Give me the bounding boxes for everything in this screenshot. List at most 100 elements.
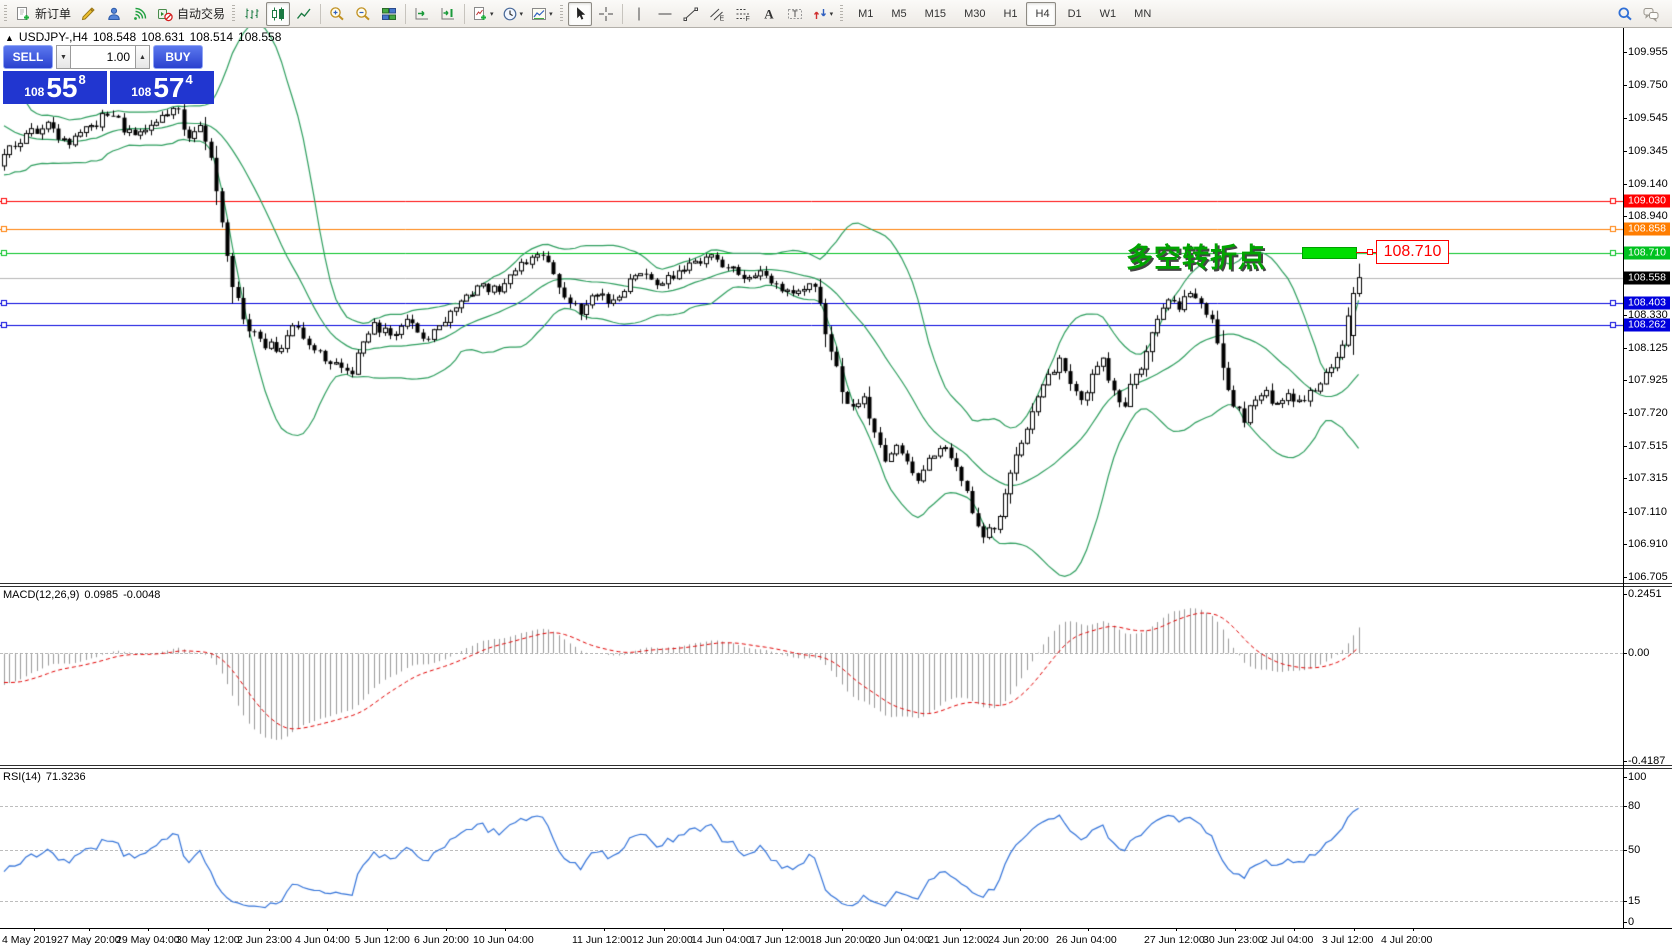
level-108403-badge: 108.403 xyxy=(1624,296,1670,310)
annotation-rectangle[interactable] xyxy=(1302,247,1357,259)
dropdown-arrow-icon[interactable]: ▾ xyxy=(549,10,553,18)
shift-icon xyxy=(440,6,456,22)
dropdown-arrow-icon[interactable]: ▾ xyxy=(519,10,524,18)
macd-label: MACD(12,26,9) xyxy=(3,589,80,601)
line-chart-button[interactable] xyxy=(292,2,316,26)
time-axis-tickmark xyxy=(208,928,209,931)
rsi-axis-label: 50 xyxy=(1628,844,1641,856)
price-axis-label: 108.330 xyxy=(1628,308,1668,321)
search-icon xyxy=(1617,6,1633,22)
annotation-price-label[interactable]: 108.710 xyxy=(1376,240,1449,264)
toolbar-grip[interactable] xyxy=(232,4,236,23)
annotation-anchor-marker[interactable] xyxy=(1367,249,1373,255)
signals-icon xyxy=(132,6,148,22)
buy-price[interactable]: 108 57 4 xyxy=(110,71,214,104)
volume-decrease-button[interactable]: ▼ xyxy=(56,45,71,69)
crosshair-icon xyxy=(598,6,614,22)
templates-button[interactable]: ▾ xyxy=(528,2,556,26)
fibonacci-button[interactable]: F xyxy=(731,2,755,26)
buy-button[interactable]: BUY xyxy=(153,45,203,69)
timeframe-w1[interactable]: W1 xyxy=(1090,2,1123,26)
collapse-chart-icon[interactable]: ▲ xyxy=(5,33,14,43)
time-axis-label: 27 May 20:00 xyxy=(57,934,121,946)
pane-separator[interactable] xyxy=(0,583,1672,587)
annotation-text[interactable]: 多空转折点 xyxy=(1126,243,1266,273)
dropdown-arrow-icon[interactable]: ▾ xyxy=(829,10,834,18)
volume-increase-button[interactable]: ▲ xyxy=(135,45,150,69)
zoomin-icon xyxy=(329,6,345,22)
time-axis-label: 18 Jun 20:00 xyxy=(810,934,871,946)
time-axis-label: 2 Jul 04:00 xyxy=(1262,934,1314,946)
timeframe-m15[interactable]: M15 xyxy=(915,2,952,26)
chart-shift-button[interactable] xyxy=(436,2,460,26)
chat-button[interactable] xyxy=(1639,2,1663,26)
price-axis-tickmark xyxy=(1623,777,1627,778)
autoscroll-button[interactable] xyxy=(410,2,434,26)
candles-icon xyxy=(270,6,286,22)
price-axis-label: 109.545 xyxy=(1628,112,1668,125)
price-chart-canvas[interactable] xyxy=(0,28,1623,583)
close-value: 108.558 xyxy=(238,30,282,44)
sell-button[interactable]: SELL xyxy=(3,45,53,69)
timeframe-m1[interactable]: M1 xyxy=(848,2,879,26)
autotrading-button[interactable]: 自动交易 xyxy=(154,2,228,26)
time-axis-label: 26 Jun 04:00 xyxy=(1056,934,1117,946)
level-108858-badge: 108.858 xyxy=(1624,222,1670,236)
timeframe-m5[interactable]: M5 xyxy=(881,2,912,26)
timeframe-mn[interactable]: MN xyxy=(1124,2,1157,26)
metaeditor-button[interactable] xyxy=(76,2,100,26)
toolbar-grip[interactable] xyxy=(840,4,844,23)
level-109030-badge: 109.030 xyxy=(1624,194,1670,208)
equidistant-channel-button[interactable]: E xyxy=(705,2,729,26)
level-108710-badge: 108.710 xyxy=(1624,246,1670,260)
crosshair-button[interactable] xyxy=(594,2,618,26)
new-order-button[interactable]: 新订单 xyxy=(12,2,74,26)
candle-chart-button[interactable] xyxy=(266,1,291,26)
annotation-connector xyxy=(1356,252,1376,253)
time-axis-tickmark xyxy=(148,928,149,931)
tile-windows-button[interactable] xyxy=(377,2,401,26)
volume-input[interactable]: 1.00 xyxy=(71,45,135,69)
toolbar-grip[interactable] xyxy=(4,4,7,23)
sell-price-prefix: 108 xyxy=(24,84,45,99)
timeframe-h4[interactable]: H4 xyxy=(1025,1,1056,26)
dropdown-arrow-icon[interactable]: ▾ xyxy=(490,10,494,18)
price-axis-tickmark xyxy=(1623,653,1627,654)
toolbar-grip[interactable] xyxy=(559,4,563,23)
horizontal-line-button[interactable] xyxy=(653,2,677,26)
zoom-out-button[interactable] xyxy=(351,2,375,26)
timeframe-m30[interactable]: M30 xyxy=(954,2,991,26)
timeframe-m15-label: M15 xyxy=(924,7,947,20)
price-axis-label: 106.910 xyxy=(1628,537,1668,550)
cursor-button[interactable] xyxy=(567,1,592,26)
time-axis-label: 27 Jun 12:00 xyxy=(1144,934,1205,946)
timeframe-h1[interactable]: H1 xyxy=(993,2,1023,26)
fibo-icon: F xyxy=(735,6,751,22)
time-axis-tickmark xyxy=(723,928,724,931)
arrows-button[interactable]: ▾ xyxy=(809,2,837,26)
time-axis-tickmark xyxy=(664,928,665,931)
periods-button[interactable]: ▾ xyxy=(499,2,527,26)
hline-icon xyxy=(657,6,673,22)
buy-price-big: 57 xyxy=(153,71,185,103)
timeframe-m1-label: M1 xyxy=(858,7,874,20)
text-label-button[interactable]: T xyxy=(783,2,807,26)
rsi-canvas[interactable] xyxy=(0,769,1623,928)
macd-canvas[interactable] xyxy=(0,587,1623,765)
time-axis-label: 4 Jul 20:00 xyxy=(1381,934,1433,946)
sell-price[interactable]: 108 55 8 xyxy=(3,71,107,104)
price-axis-label: 106.705 xyxy=(1628,571,1668,583)
text-button[interactable]: A xyxy=(757,2,781,26)
vertical-line-button[interactable] xyxy=(627,2,651,26)
search-button[interactable] xyxy=(1613,2,1637,26)
signals-button[interactable] xyxy=(128,2,152,26)
community-button[interactable] xyxy=(102,2,126,26)
timeframe-d1[interactable]: D1 xyxy=(1058,2,1088,26)
price-axis-tickmark xyxy=(1623,216,1627,217)
trendline-button[interactable] xyxy=(679,2,703,26)
time-axis-label: 6 Jun 20:00 xyxy=(414,934,469,946)
indicators-button[interactable]: ▾ xyxy=(469,2,497,26)
pane-separator[interactable] xyxy=(0,765,1672,769)
bar-chart-button[interactable] xyxy=(240,2,264,26)
zoom-in-button[interactable] xyxy=(325,2,349,26)
